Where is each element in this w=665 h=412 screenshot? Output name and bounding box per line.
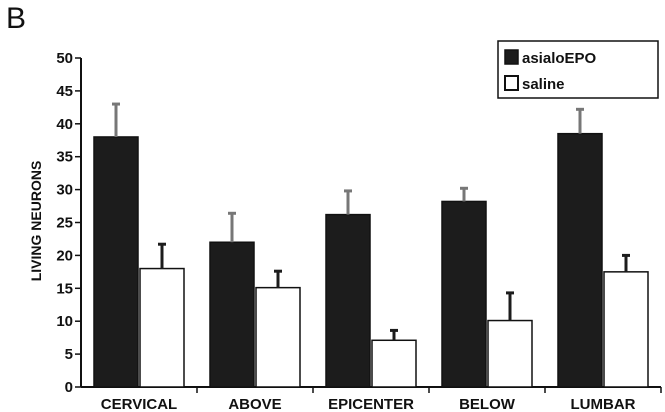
- x-tick-label: LUMBAR: [571, 396, 636, 412]
- bar-saline: [255, 286, 301, 388]
- bar-asialoepo: [325, 213, 371, 388]
- bar-asialoepo: [93, 136, 139, 388]
- bar-asialoepo: [441, 200, 487, 388]
- legend-label-saline: saline: [522, 76, 565, 93]
- y-tick-label: 5: [65, 346, 73, 363]
- bar-asialoepo: [209, 241, 255, 388]
- bar-asialoepo: [557, 132, 603, 388]
- y-tick-label: 25: [56, 215, 73, 232]
- y-tick-label: 35: [56, 149, 73, 166]
- bar-saline: [139, 267, 185, 388]
- legend: asialoEPO saline: [497, 40, 659, 99]
- bar-saline: [371, 339, 417, 388]
- y-tick-label: 30: [56, 182, 73, 199]
- bar-saline: [603, 271, 649, 388]
- x-tick-label: EPICENTER: [328, 396, 414, 412]
- y-tick-label: 45: [56, 83, 73, 100]
- bars: [93, 102, 649, 388]
- y-tick-label: 40: [56, 116, 73, 133]
- legend-label-asialoepo: asialoEPO: [522, 50, 597, 67]
- x-tick-label: CERVICAL: [101, 396, 177, 412]
- y-tick-label: 50: [56, 50, 73, 67]
- y-axis-title: LIVING NEURONS: [28, 161, 44, 282]
- legend-box: [497, 40, 659, 99]
- y-tick-label: 15: [56, 280, 73, 297]
- y-tick-label: 0: [65, 379, 73, 396]
- legend-swatch-asialoepo: [504, 49, 519, 65]
- legend-swatch-saline: [504, 75, 519, 91]
- y-tick-label: 20: [56, 247, 73, 264]
- bar-saline: [487, 319, 533, 388]
- x-tick-label: ABOVE: [228, 396, 281, 412]
- y-tick-label: 10: [56, 313, 73, 330]
- axes: 0 5 10 15 20 25 30 35 40 45 50 CERVICAL ABOVE EPICENT…: [56, 50, 662, 412]
- panel-label: B: [6, 2, 27, 35]
- x-tick-label: BELOW: [459, 396, 516, 412]
